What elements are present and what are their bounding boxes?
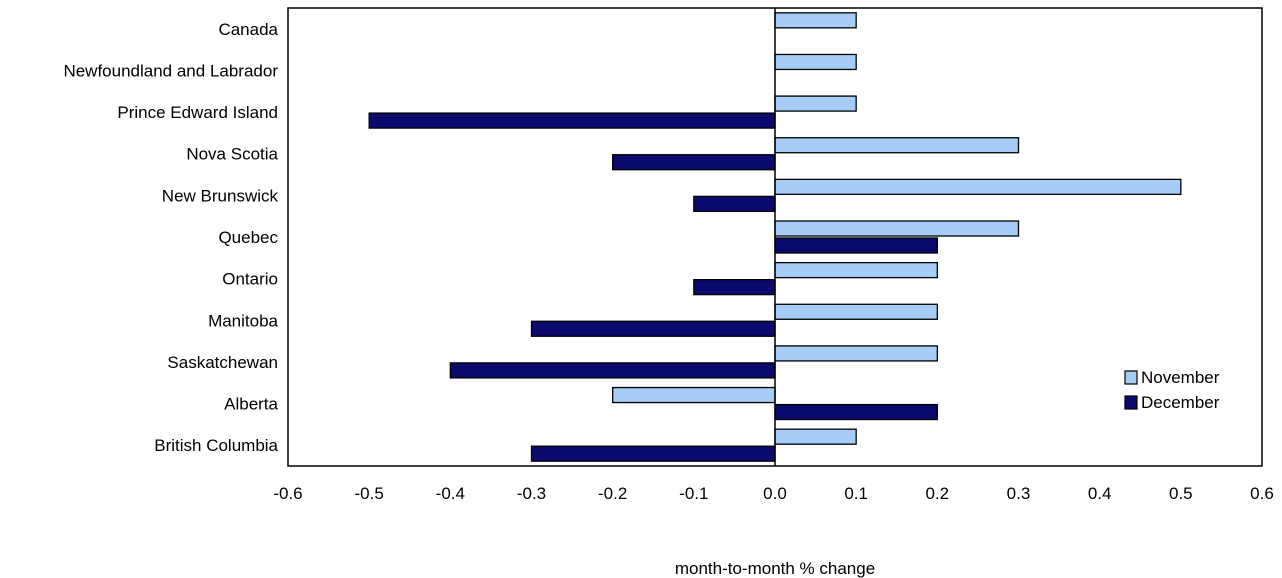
bar-november [774,428,857,445]
bar-november [774,12,857,29]
bar-november [774,53,857,71]
bar-december [693,278,776,296]
legend-swatch [1124,370,1138,385]
category-label: British Columbia [154,436,278,455]
bar-december [368,112,776,129]
bar-december [449,362,776,379]
x-tick-label: 0.5 [1169,484,1193,503]
x-tick-label: -0.1 [679,484,708,503]
bar-november [612,386,776,404]
x-tick-label: 0.1 [844,484,868,503]
bar-november [774,137,1020,154]
category-label: Prince Edward Island [117,103,278,122]
bar-november [774,178,1182,196]
category-label: Canada [218,20,278,39]
category-labels: Canada Newfoundland and Labrador Prince Ed… [63,20,278,455]
x-tick-label: 0.4 [1088,484,1112,503]
bar-december [530,320,776,337]
category-label: Manitoba [208,311,278,330]
bar-november [774,95,857,112]
bar-december [612,154,776,171]
legend: November December [1124,368,1220,412]
legend-label: November [1141,368,1220,387]
category-label: Alberta [224,395,278,414]
x-tick-label: -0.3 [517,484,546,503]
x-tick-label: 0.2 [926,484,950,503]
category-label: Ontario [222,270,278,289]
x-tick-label: 0.0 [763,484,787,503]
bar-november [774,345,938,362]
bar-december [693,195,776,213]
category-label: New Brunswick [162,186,279,205]
category-label: Quebec [218,228,278,247]
x-tick-label: 0.3 [1007,484,1031,503]
legend-swatch [1124,395,1138,410]
x-tick-label: -0.6 [273,484,302,503]
bar-november [774,261,938,279]
x-tick-label: 0.6 [1250,484,1274,503]
category-label: Nova Scotia [186,145,278,164]
category-label: Saskatchewan [167,353,278,372]
x-tick-label: -0.5 [355,484,384,503]
bar-november [774,220,1020,237]
category-label: Newfoundland and Labrador [63,61,278,80]
bar-december [530,445,776,462]
legend-label: December [1141,393,1220,412]
bar-december [774,403,938,421]
x-tick-label: -0.4 [436,484,465,503]
x-tick-label: -0.2 [598,484,627,503]
x-tick-labels: -0.6 -0.5 -0.4 -0.3 -0.2 -0.1 0.0 0.1 0.2 0.3 0.4 0… [273,484,1273,503]
bar-december [774,237,938,254]
bar-november [774,303,938,320]
x-axis-label: month-to-month % change [675,559,875,578]
